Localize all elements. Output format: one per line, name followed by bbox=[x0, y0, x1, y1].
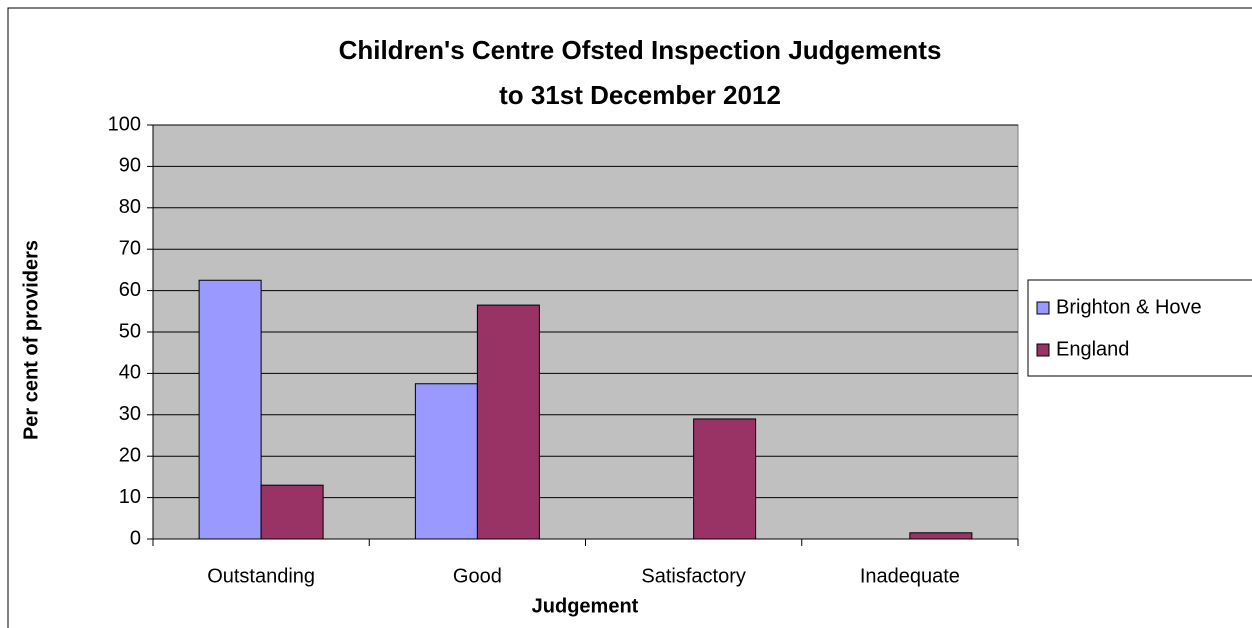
y-tick-label: 10 bbox=[119, 486, 141, 508]
x-tick-label: Good bbox=[453, 565, 502, 587]
y-tick-label: 90 bbox=[119, 155, 141, 177]
legend-label: Brighton & Hove bbox=[1056, 296, 1202, 318]
y-tick-label: 60 bbox=[119, 279, 141, 301]
y-tick-label: 0 bbox=[130, 527, 141, 549]
x-tick-label: Inadequate bbox=[860, 565, 960, 587]
legend-label: England bbox=[1056, 338, 1129, 360]
y-tick-label: 100 bbox=[108, 113, 141, 135]
bar bbox=[476, 304, 540, 540]
y-tick-label: 40 bbox=[119, 362, 141, 384]
x-axis-title: Judgement bbox=[532, 595, 639, 617]
y-tick-label: 20 bbox=[119, 444, 141, 466]
y-tick-label: 80 bbox=[119, 196, 141, 218]
bar bbox=[693, 418, 757, 540]
bar bbox=[414, 383, 478, 540]
legend-swatch bbox=[1036, 343, 1050, 357]
y-tick-label: 50 bbox=[119, 320, 141, 342]
legend-swatch bbox=[1036, 301, 1050, 315]
bar bbox=[909, 532, 973, 540]
chart-title: to 31st December 2012 bbox=[499, 80, 781, 110]
bar bbox=[198, 279, 262, 540]
x-tick-label: Satisfactory bbox=[641, 565, 745, 587]
chart-title: Children's Centre Ofsted Inspection Judg… bbox=[339, 35, 942, 65]
y-tick-label: 70 bbox=[119, 237, 141, 259]
bar bbox=[260, 484, 324, 540]
y-axis-title: Per cent of providers bbox=[20, 240, 42, 440]
legend-box bbox=[1027, 279, 1252, 377]
y-tick-label: 30 bbox=[119, 403, 141, 425]
x-tick-label: Outstanding bbox=[207, 565, 315, 587]
